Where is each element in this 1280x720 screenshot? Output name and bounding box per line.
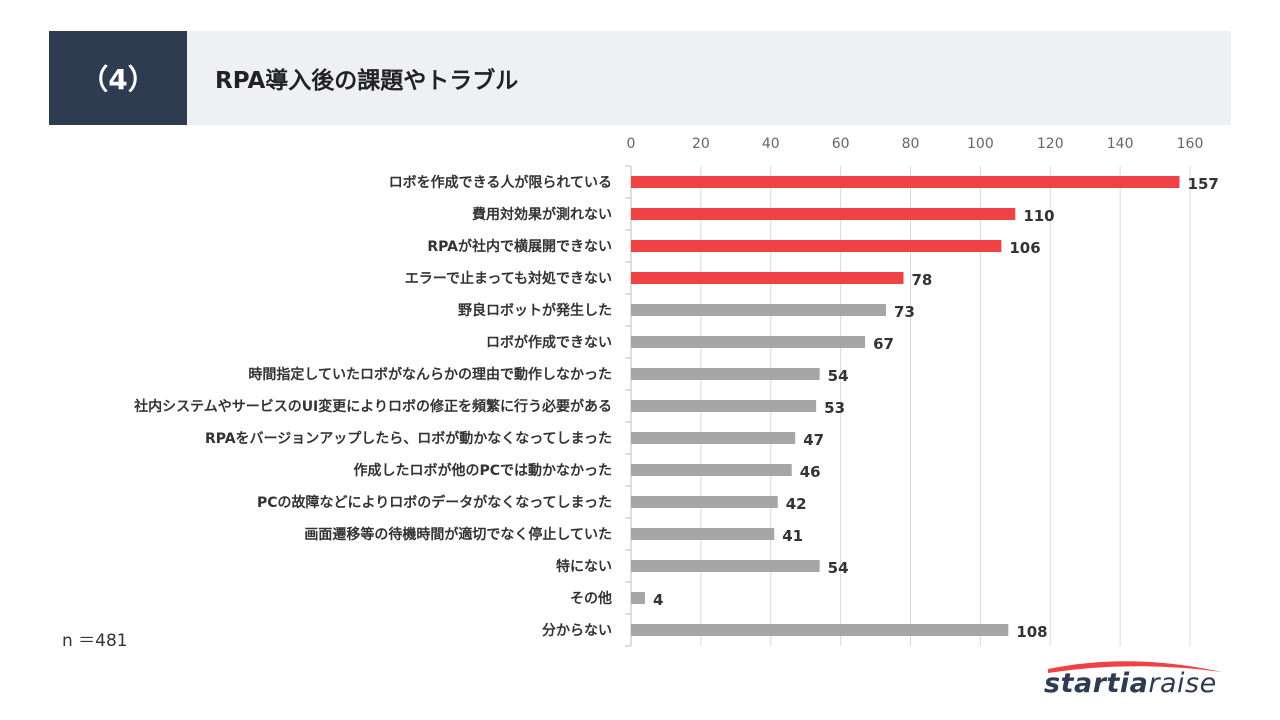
category-label: 社内システムやサービスのUI変更によりロボの修正を頻繁に行う必要がある bbox=[133, 398, 612, 415]
bar bbox=[631, 528, 775, 540]
page-title: RPA導入後の課題やトラブル bbox=[215, 68, 519, 94]
x-tick-label: 100 bbox=[967, 136, 994, 152]
x-tick-label: 140 bbox=[1107, 136, 1134, 152]
category-label: 費用対効果が測れない bbox=[472, 206, 612, 223]
x-tick-label: 80 bbox=[902, 136, 920, 152]
bar bbox=[631, 272, 904, 284]
x-tick-label: 60 bbox=[832, 136, 850, 152]
bar bbox=[631, 208, 1016, 220]
value-label: 4 bbox=[653, 591, 663, 609]
category-label: RPAをバージョンアップしたら、ロボが動かなくなってしまった bbox=[205, 430, 612, 447]
category-label: ロボを作成できる人が限られている bbox=[389, 174, 612, 191]
bar bbox=[631, 368, 820, 380]
value-label: 47 bbox=[803, 431, 824, 449]
value-label: 108 bbox=[1016, 623, 1047, 641]
value-label: 54 bbox=[828, 367, 849, 385]
bar bbox=[631, 304, 887, 316]
bar bbox=[631, 496, 778, 508]
value-label: 78 bbox=[912, 271, 933, 289]
bar bbox=[631, 176, 1180, 188]
category-label: 分からない bbox=[542, 623, 612, 639]
logo-text-light: raise bbox=[1148, 668, 1217, 699]
x-tick-label: 0 bbox=[627, 136, 636, 152]
value-label: 157 bbox=[1188, 175, 1219, 193]
bar bbox=[631, 560, 820, 572]
category-label: エラーで止まっても対処できない bbox=[405, 270, 612, 287]
value-label: 41 bbox=[782, 527, 803, 545]
startia-raise-logo: startiaraise bbox=[1040, 656, 1230, 706]
x-tick-label: 120 bbox=[1037, 136, 1064, 152]
value-label: 110 bbox=[1023, 207, 1054, 225]
x-tick-label: 20 bbox=[692, 136, 710, 152]
x-tick-label: 160 bbox=[1177, 136, 1204, 152]
bar bbox=[631, 624, 1009, 636]
value-label: 42 bbox=[786, 495, 807, 513]
value-label: 106 bbox=[1009, 239, 1040, 257]
logo-text-bold: startia bbox=[1044, 668, 1149, 699]
header-banner: （4） RPA導入後の課題やトラブル bbox=[49, 31, 1231, 125]
value-label: 53 bbox=[824, 399, 845, 417]
category-label: ロボが作成できない bbox=[486, 334, 612, 351]
category-label: 特にない bbox=[556, 558, 612, 575]
bar bbox=[631, 400, 817, 412]
category-label: 時間指定していたロボがなんらかの理由で動作しなかった bbox=[248, 366, 612, 383]
value-label: 67 bbox=[873, 335, 894, 353]
bar bbox=[631, 240, 1002, 252]
value-label: 54 bbox=[828, 559, 849, 577]
category-label: 作成したロボが他のPCでは動かなかった bbox=[353, 462, 612, 479]
category-label: PCの故障などによりロボのデータがなくなってしまった bbox=[257, 494, 612, 511]
bar bbox=[631, 592, 645, 604]
category-label: その他 bbox=[570, 590, 612, 607]
bar bbox=[631, 464, 792, 476]
sample-size-label: n ＝481 bbox=[62, 631, 128, 651]
value-label: 46 bbox=[800, 463, 821, 481]
bar bbox=[631, 432, 796, 444]
category-label: 野良ロボットが発生した bbox=[458, 302, 612, 319]
logo-swoosh-icon bbox=[1048, 661, 1222, 673]
bar bbox=[631, 336, 866, 348]
category-label: RPAが社内で横展開できない bbox=[427, 238, 612, 255]
section-number: （4） bbox=[49, 31, 187, 125]
x-tick-label: 40 bbox=[762, 136, 780, 152]
category-label: 画面遷移等の待機時間が適切でなく停止していた bbox=[304, 526, 612, 543]
value-label: 73 bbox=[894, 303, 915, 321]
